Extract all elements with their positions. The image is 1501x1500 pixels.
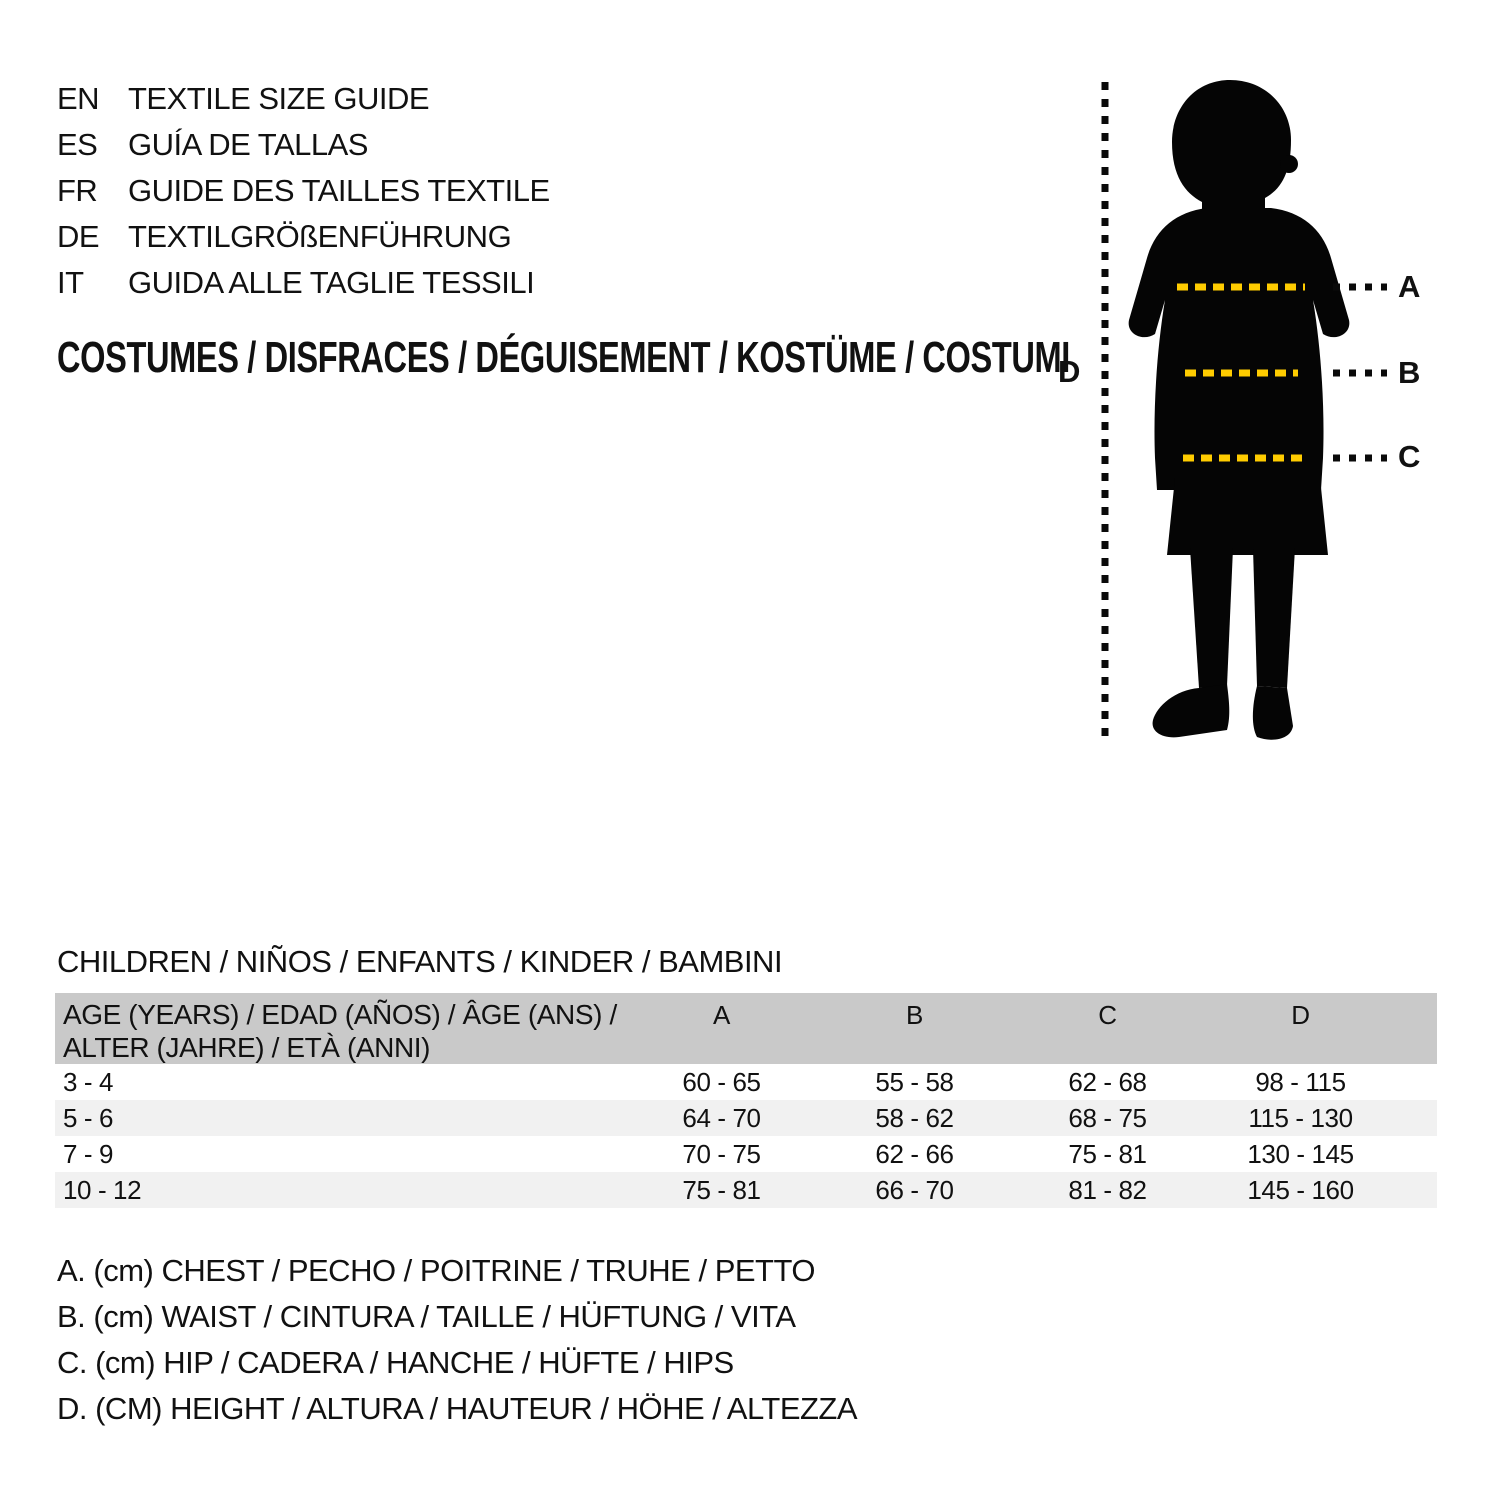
hip-value-cell: 81 - 82 [1011,1172,1204,1208]
chest-value-cell: 70 - 75 [682,1138,761,1169]
language-code: FR [57,173,98,208]
language-code: DE [57,219,100,254]
chest-value-cell: 75 - 81 [625,1172,818,1208]
height-value-cell: 145 - 160 [1204,1172,1437,1208]
age-header-line1: AGE (YEARS) / EDAD (AÑOS) / ÂGE (ANS) / [63,999,617,1030]
legend-item-height: D. (CM) HEIGHT / ALTURA / HAUTEUR / HÖHE… [57,1391,858,1426]
language-row-en: EN TEXTILE SIZE GUIDE [57,76,550,122]
column-header-b: B [818,993,1011,1064]
table-row: 10 - 12 75 - 81 66 - 70 81 - 82 145 - 16… [55,1172,1437,1208]
waist-value-cell: 55 - 58 [875,1066,954,1097]
language-title: GUIDA ALLE TAGLIE TESSILI [128,265,535,300]
waist-value-cell: 62 - 66 [875,1138,954,1169]
language-title: GUIDE DES TAILLES TEXTILE [128,173,550,208]
waist-value-cell: 58 - 62 [818,1100,1011,1136]
age-cell: 10 - 12 [55,1172,625,1208]
measure-label-c: C [1398,439,1420,474]
column-header-c: C [1011,993,1204,1064]
size-table: AGE (YEARS) / EDAD (AÑOS) / ÂGE (ANS) / … [55,993,1437,1208]
age-header-line2: ALTER (JAHRE) / ETÀ (ANNI) [63,1032,431,1063]
language-title-list: EN TEXTILE SIZE GUIDE ES GUÍA DE TALLAS … [57,76,550,306]
age-column-header: AGE (YEARS) / EDAD (AÑOS) / ÂGE (ANS) / … [55,993,625,1064]
language-title: GUÍA DE TALLAS [128,127,368,162]
child-silhouette [1128,80,1350,740]
hip-value-cell: 62 - 68 [1068,1066,1147,1097]
table-row: 3 - 4 60 - 65 55 - 58 62 - 68 98 - 115 [55,1064,1437,1100]
language-code: IT [57,265,84,300]
hip-value-cell: 68 - 75 [1011,1100,1204,1136]
language-row-fr: FR GUIDE DES TAILLES TEXTILE [57,168,550,214]
language-code: ES [57,127,98,162]
table-section-heading: CHILDREN / NIÑOS / ENFANTS / KINDER / BA… [57,944,783,979]
age-cell: 5 - 6 [55,1100,625,1136]
language-row-es: ES GUÍA DE TALLAS [57,122,550,168]
table-row: 5 - 6 64 - 70 58 - 62 68 - 75 115 - 130 [55,1100,1437,1136]
height-value-cell: 98 - 115 [1255,1066,1346,1097]
chest-value-cell: 64 - 70 [625,1100,818,1136]
size-table-header-row: AGE (YEARS) / EDAD (AÑOS) / ÂGE (ANS) / … [55,993,1437,1064]
legend-item-hip: C. (cm) HIP / CADERA / HANCHE / HÜFTE / … [57,1345,734,1380]
age-cell: 3 - 4 [63,1066,114,1097]
age-cell: 7 - 9 [63,1138,114,1169]
language-title: TEXTILGRÖßENFÜHRUNG [128,219,512,254]
language-row-it: IT GUIDA ALLE TAGLIE TESSILI [57,260,550,306]
legend-item-chest: A. (cm) CHEST / PECHO / POITRINE / TRUHE… [57,1253,815,1288]
height-value-cell: 130 - 145 [1247,1138,1354,1169]
measure-label-a: A [1398,269,1420,304]
child-silhouette-figure [1101,80,1387,744]
hip-value-cell: 75 - 81 [1068,1138,1147,1169]
waist-value-cell: 66 - 70 [818,1172,1011,1208]
measure-label-b: B [1398,355,1420,390]
column-header-a: A [625,993,818,1064]
language-row-de: DE TEXTILGRÖßENFÜHRUNG [57,214,550,260]
measurement-figure: A B C D [1050,78,1470,750]
legend-item-waist: B. (cm) WAIST / CINTURA / TAILLE / HÜFTU… [57,1299,796,1334]
language-title: TEXTILE SIZE GUIDE [128,81,430,116]
language-code: EN [57,81,100,116]
table-row: 7 - 9 70 - 75 62 - 66 75 - 81 130 - 145 [55,1136,1437,1172]
category-heading: COSTUMES / DISFRACES / DÉGUISEMENT / KOS… [57,333,1070,382]
measure-label-d: D [1058,354,1080,389]
measurement-legend: A. (cm) CHEST / PECHO / POITRINE / TRUHE… [57,1248,858,1432]
column-header-d: D [1204,993,1437,1064]
height-value-cell: 115 - 130 [1204,1100,1437,1136]
chest-value-cell: 60 - 65 [682,1066,761,1097]
